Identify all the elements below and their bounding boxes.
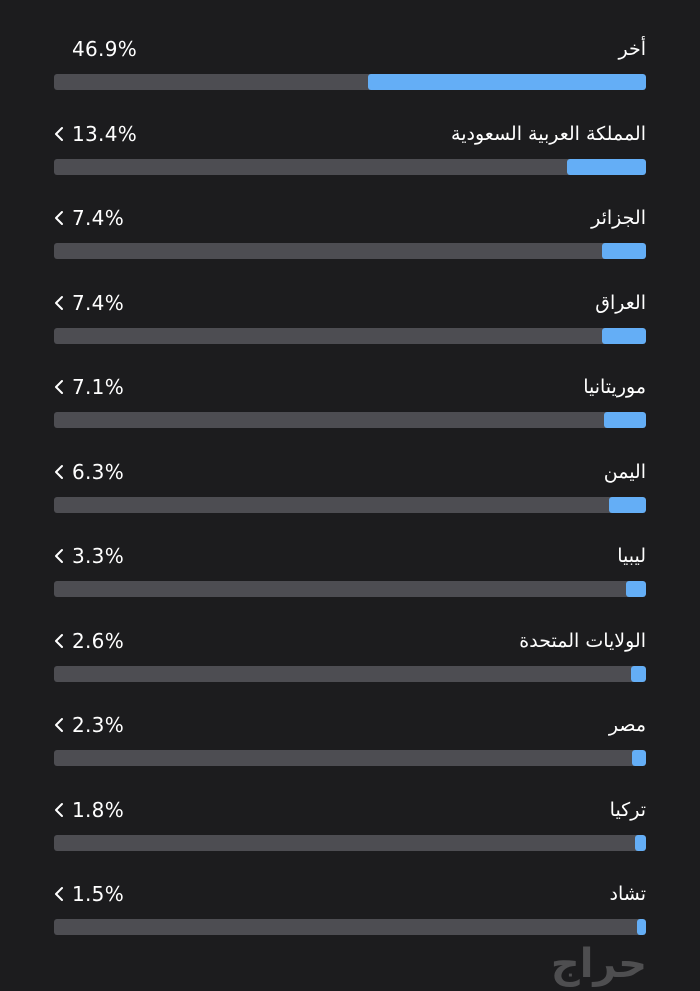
percent-label: 2.6% (72, 628, 125, 653)
progress-track (54, 919, 646, 935)
row-header: 13.4% المملكة العربية السعودية (54, 115, 646, 157)
chevron-left-icon[interactable] (54, 548, 64, 564)
progress-fill (603, 412, 646, 428)
percent-label: 7.4% (72, 206, 125, 230)
country-row: 46.9% أخر (54, 30, 646, 115)
chevron-left-icon[interactable] (54, 379, 64, 395)
percent-value: 7.4% (54, 290, 124, 316)
progress-fill (608, 496, 646, 513)
progress-track (54, 581, 646, 597)
row-header: 2.3% مصر (54, 706, 646, 748)
percent-label: 7.4% (72, 290, 125, 315)
percent-value: 7.4% (54, 205, 124, 231)
row-header: 1.8% تركيا (54, 791, 646, 833)
progress-fill (630, 665, 646, 682)
progress-track (54, 412, 646, 428)
row-header: 46.9% أخر (54, 30, 646, 72)
percent-value: 2.3% (54, 712, 124, 738)
progress-track (54, 750, 646, 766)
progress-fill (368, 74, 646, 90)
country-name: المملكة العربية السعودية (451, 122, 646, 145)
progress-fill (602, 327, 646, 344)
progress-track (54, 74, 646, 90)
country-name: الجزائر (591, 207, 646, 229)
progress-fill (637, 919, 646, 935)
row-header: 2.6% الولايات المتحدة (54, 622, 646, 664)
progress-track (54, 665, 646, 682)
watermark-text: حراج (551, 941, 647, 987)
percent-label: 6.3% (72, 459, 125, 484)
country-row[interactable]: 7.4% الجزائر (54, 199, 646, 284)
country-name: موريتانيا (583, 376, 646, 398)
progress-track (54, 158, 646, 175)
country-name: مصر (608, 714, 646, 736)
percent-label: 46.9% (72, 37, 138, 61)
haraj-logo-watermark: حراج (551, 941, 647, 987)
chevron-left-icon[interactable] (54, 633, 64, 649)
percent-value: 6.3% (54, 459, 124, 485)
row-header: 3.3% ليبيا (54, 537, 646, 579)
chevron-left-icon[interactable] (54, 126, 64, 142)
percent-label: 7.1% (72, 375, 125, 399)
progress-fill (602, 243, 646, 259)
percent-value: 3.3% (54, 543, 124, 569)
country-name: ليبيا (617, 545, 646, 567)
country-row[interactable]: 6.3% اليمن (54, 453, 646, 538)
percent-label: 2.3% (72, 713, 125, 737)
chevron-left-icon[interactable] (54, 717, 64, 733)
country-name: العراق (595, 291, 646, 314)
row-header: 1.5% تشاد (54, 875, 646, 917)
progress-fill (632, 750, 646, 766)
row-header: 7.4% الجزائر (54, 199, 646, 241)
progress-fill (566, 158, 646, 175)
percent-value: 1.8% (54, 797, 124, 823)
percent-value: 7.1% (54, 374, 124, 400)
progress-track (54, 327, 646, 344)
country-name: تركيا (609, 798, 646, 821)
row-header: 7.4% العراق (54, 284, 646, 326)
percent-label: 3.3% (72, 544, 125, 568)
progress-track (54, 496, 646, 513)
row-header: 7.1% موريتانيا (54, 368, 646, 410)
country-row[interactable]: 1.5% تشاد (54, 875, 646, 960)
percent-label: 1.5% (72, 882, 125, 906)
percent-value: 13.4% (54, 121, 137, 147)
percent-value: 1.5% (54, 881, 124, 907)
country-row[interactable]: 7.4% العراق (54, 284, 646, 369)
country-name: الولايات المتحدة (519, 629, 646, 652)
country-breakdown-list: 46.9% أخر 13.4% المملكة العربية السعودية 7.4… (54, 30, 646, 960)
country-name: أخر (618, 38, 646, 60)
progress-track (54, 243, 646, 259)
chevron-left-icon[interactable] (54, 295, 64, 311)
row-header: 6.3% اليمن (54, 453, 646, 495)
country-row[interactable]: 13.4% المملكة العربية السعودية (54, 115, 646, 200)
country-row[interactable]: 1.8% تركيا (54, 791, 646, 876)
progress-fill (635, 834, 646, 851)
country-row[interactable]: 2.3% مصر (54, 706, 646, 791)
chevron-left-icon[interactable] (54, 802, 64, 818)
country-row[interactable]: 3.3% ليبيا (54, 537, 646, 622)
country-row[interactable]: 2.6% الولايات المتحدة (54, 622, 646, 707)
chevron-left-icon[interactable] (54, 210, 64, 226)
percent-label: 1.8% (72, 797, 125, 822)
progress-fill (626, 581, 646, 597)
country-row[interactable]: 7.1% موريتانيا (54, 368, 646, 453)
chevron-left-icon[interactable] (54, 886, 64, 902)
chevron-left-icon[interactable] (54, 464, 64, 480)
country-name: تشاد (609, 883, 647, 905)
percent-label: 13.4% (72, 121, 138, 146)
percent-value: 46.9% (54, 36, 137, 62)
percent-value: 2.6% (54, 628, 124, 654)
progress-track (54, 834, 646, 851)
country-name: اليمن (603, 460, 646, 483)
